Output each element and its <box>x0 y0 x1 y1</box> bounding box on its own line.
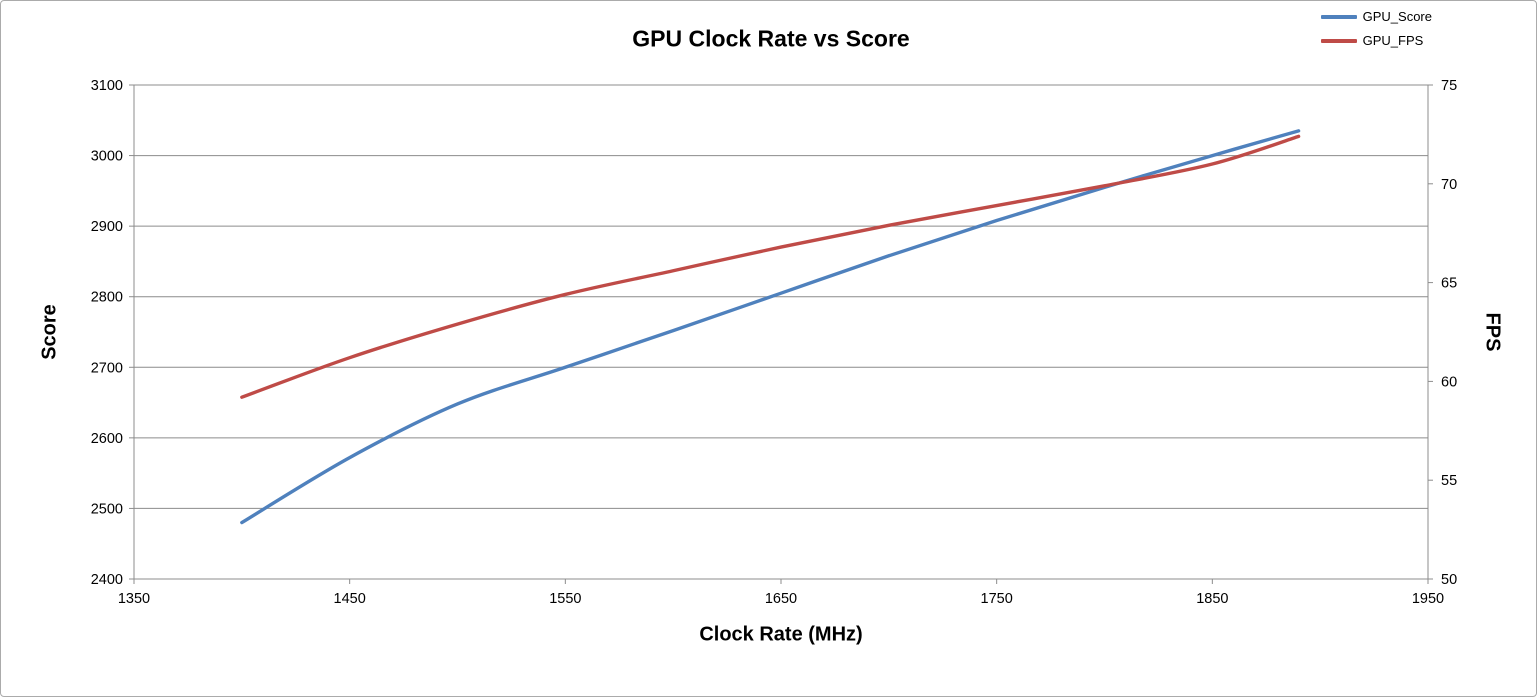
y-right-tick-label: 70 <box>1441 177 1457 193</box>
legend-swatch-gpu-fps <box>1320 38 1357 43</box>
legend-label-gpu-fps: GPU_FPS <box>1362 33 1424 48</box>
x-axis-title: Clock Rate (MHz) <box>699 623 863 646</box>
y-right-tick-label: 60 <box>1441 374 1457 390</box>
y-axis-title-right: FPS <box>1481 312 1504 352</box>
legend-label-gpu-score: GPU_Score <box>1362 9 1432 24</box>
legend: GPU_Score GPU_FPS <box>1320 9 1432 48</box>
y-left-tick-label: 2600 <box>91 431 123 447</box>
x-tick-label: 1750 <box>981 591 1013 607</box>
series-line-gpu_fps <box>240 134 1301 399</box>
x-tick-label: 1650 <box>765 591 797 607</box>
y-right-tick-label: 75 <box>1441 78 1457 94</box>
y-right-tick-label: 55 <box>1441 473 1457 489</box>
legend-item-gpu-score: GPU_Score <box>1320 9 1432 24</box>
y-axis-title-left: Score <box>38 304 61 360</box>
y-left-tick-label: 2500 <box>91 501 123 517</box>
x-tick-label: 1950 <box>1412 591 1444 607</box>
y-left-tick-label: 2800 <box>91 290 123 306</box>
chart-title: GPU Clock Rate vs Score <box>632 25 910 52</box>
y-right-tick-label: 50 <box>1441 572 1457 588</box>
y-left-tick-label: 2900 <box>91 219 123 235</box>
y-left-tick-label: 2700 <box>91 360 123 376</box>
y-left-tick-label: 3100 <box>91 78 123 94</box>
y-left-tick-label: 3000 <box>91 149 123 165</box>
legend-item-gpu-fps: GPU_FPS <box>1320 33 1432 48</box>
x-tick-label: 1850 <box>1196 591 1228 607</box>
y-right-tick-label: 65 <box>1441 276 1457 292</box>
x-tick-label: 1550 <box>549 591 581 607</box>
series-line-gpu_score <box>240 129 1301 525</box>
y-left-tick-label: 2400 <box>91 572 123 588</box>
x-tick-label: 1350 <box>118 591 150 607</box>
x-tick-label: 1450 <box>334 591 366 607</box>
legend-swatch-gpu-score <box>1320 14 1357 19</box>
